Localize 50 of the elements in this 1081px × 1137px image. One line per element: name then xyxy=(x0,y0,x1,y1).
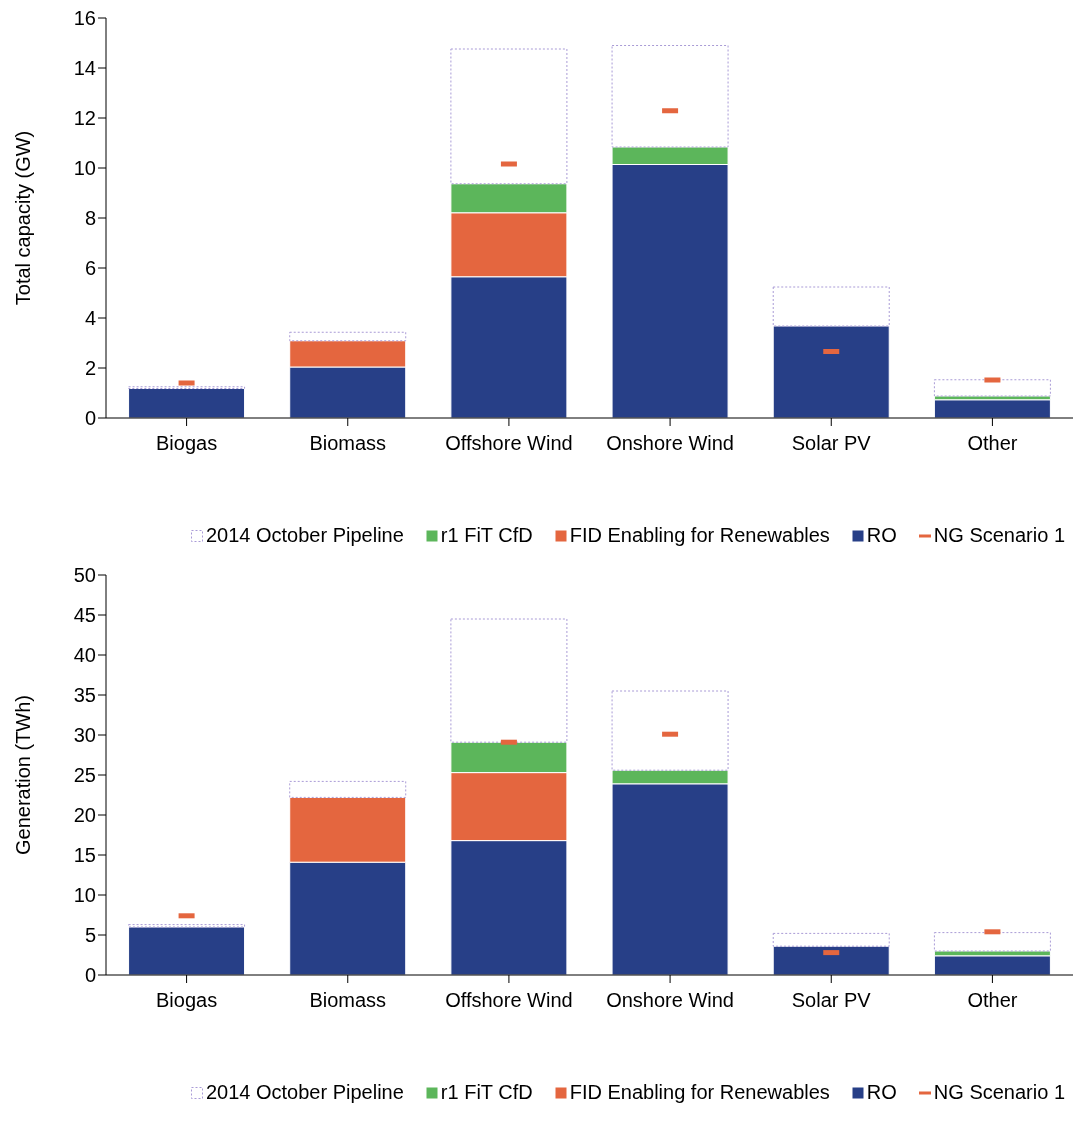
legend-label: r1 FiT CfD xyxy=(440,1081,533,1104)
x-tick-label: Other xyxy=(967,432,1018,455)
legend-label: NG Scenario 1 xyxy=(933,524,1065,547)
y-tick-label: 14 xyxy=(73,57,96,80)
legend-label: FID Enabling for Renewables xyxy=(569,524,830,547)
x-tick-label: Biomass xyxy=(309,432,387,455)
x-tick-label: Onshore Wind xyxy=(606,989,735,1012)
x-tick-label: Biomass xyxy=(309,989,387,1012)
y-axis-title: Total capacity (GW) xyxy=(12,130,35,306)
y-tick-label: 5 xyxy=(84,924,96,947)
legend-label: RO xyxy=(866,1081,897,1104)
legend-label: RO xyxy=(866,524,897,547)
x-tick-label: Offshore Wind xyxy=(445,989,573,1012)
bar xyxy=(933,379,1051,397)
y-tick-label: 8 xyxy=(84,207,96,230)
y-tick-label: 0 xyxy=(84,964,96,987)
x-tick-label: Biogas xyxy=(156,432,218,455)
legend-label: 2014 October Pipeline xyxy=(205,524,404,547)
y-tick-label: 50 xyxy=(73,564,96,587)
bar xyxy=(933,932,1051,952)
legend-label: FID Enabling for Renewables xyxy=(569,1081,830,1104)
x-tick-label: Solar PV xyxy=(791,432,872,455)
y-tick-label: 10 xyxy=(73,157,96,180)
x-tick-label: Onshore Wind xyxy=(606,432,735,455)
y-tick-label: 10 xyxy=(73,884,96,907)
y-tick-label: 6 xyxy=(84,257,96,280)
legend-label: NG Scenario 1 xyxy=(933,1081,1065,1104)
y-tick-label: 35 xyxy=(73,684,96,707)
y-tick-label: 25 xyxy=(73,764,96,787)
x-tick-label: Biogas xyxy=(156,989,218,1012)
x-tick-label: Solar PV xyxy=(791,989,872,1012)
y-tick-label: 12 xyxy=(73,107,96,130)
y-tick-label: 4 xyxy=(84,307,96,330)
bar xyxy=(933,399,1051,418)
y-tick-label: 40 xyxy=(73,644,96,667)
bar xyxy=(128,388,246,418)
legend-label: 2014 October Pipeline xyxy=(205,1081,404,1104)
y-tick-label: 20 xyxy=(73,804,96,827)
y-tick-label: 30 xyxy=(73,724,96,747)
y-axis-title: Generation (TWh) xyxy=(12,694,35,856)
legend-label: r1 FiT CfD xyxy=(440,524,533,547)
y-tick-label: 0 xyxy=(84,407,96,430)
y-tick-label: 15 xyxy=(73,844,96,867)
bar xyxy=(128,926,246,975)
x-tick-label: Offshore Wind xyxy=(445,432,573,455)
x-tick-label: Other xyxy=(967,989,1018,1012)
y-tick-label: 2 xyxy=(84,357,96,380)
bar xyxy=(933,955,1051,975)
y-tick-label: 16 xyxy=(73,7,96,30)
y-tick-label: 45 xyxy=(73,604,96,627)
